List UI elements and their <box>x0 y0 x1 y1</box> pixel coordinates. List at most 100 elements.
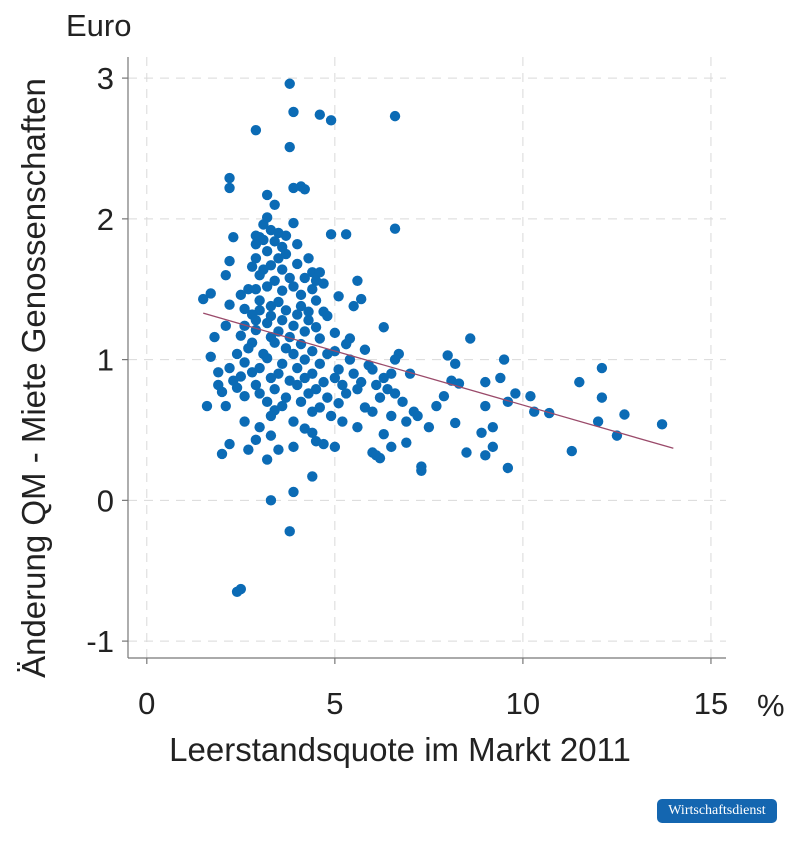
x-tick-label: 0 <box>138 686 155 721</box>
data-point <box>307 267 318 278</box>
data-point <box>284 272 295 284</box>
fit-line <box>203 312 674 449</box>
data-point <box>280 343 292 354</box>
data-point <box>265 410 277 422</box>
data-point <box>325 115 337 126</box>
data-point <box>261 317 273 329</box>
data-point <box>265 300 277 312</box>
data-point <box>261 189 273 201</box>
data-point <box>329 372 341 384</box>
data-point <box>243 284 254 295</box>
data-point <box>389 223 401 234</box>
data-point <box>378 372 389 384</box>
data-point <box>292 238 303 250</box>
data-point <box>480 400 491 412</box>
data-point <box>261 396 273 408</box>
x-axis-title: Leerstandsquote im Markt 2011 <box>169 731 631 768</box>
data-point <box>619 409 630 420</box>
data-point <box>592 416 604 427</box>
data-point <box>224 362 235 374</box>
data-point <box>239 416 250 427</box>
data-point <box>314 267 326 278</box>
data-point <box>498 354 510 365</box>
data-point <box>273 444 284 455</box>
data-point <box>325 410 337 422</box>
data-point <box>378 322 389 333</box>
data-point <box>401 416 412 427</box>
data-point <box>284 331 295 343</box>
data-point <box>318 438 329 450</box>
data-point <box>265 372 277 384</box>
data-point <box>239 357 250 368</box>
data-point <box>243 444 254 455</box>
x-tick-label: 15 <box>694 686 728 721</box>
data-point <box>314 333 326 344</box>
data-point <box>299 326 310 337</box>
data-point <box>292 379 303 391</box>
data-point <box>310 322 322 333</box>
data-point <box>250 379 262 391</box>
data-point <box>299 372 310 384</box>
data-point <box>367 364 378 375</box>
data-point <box>450 417 461 429</box>
wirtschaftsdienst-logo: Wirtschaftsdienst <box>657 799 777 823</box>
y-tick-label: 1 <box>97 343 114 378</box>
data-point <box>386 410 397 422</box>
data-point <box>487 421 499 433</box>
data-point <box>220 269 231 281</box>
data-point <box>450 358 461 370</box>
data-point <box>284 141 295 153</box>
data-point <box>412 410 423 422</box>
data-point <box>277 315 288 326</box>
data-point <box>250 253 262 264</box>
data-point <box>480 376 491 388</box>
data-point <box>205 351 216 362</box>
data-point <box>476 427 487 439</box>
data-point <box>277 264 288 275</box>
data-point <box>224 299 235 310</box>
data-point <box>378 429 389 440</box>
x-tick-label: 5 <box>326 686 343 721</box>
axes <box>122 57 726 664</box>
data-point <box>269 199 280 210</box>
data-point <box>329 441 341 453</box>
data-point <box>340 338 352 350</box>
data-point <box>510 388 521 399</box>
data-point <box>318 376 329 388</box>
data-point <box>656 419 668 430</box>
data-point <box>288 486 299 498</box>
data-point <box>235 330 247 341</box>
data-point <box>239 391 250 402</box>
data-point <box>596 392 608 403</box>
data-point <box>216 386 228 398</box>
data-point <box>367 406 378 417</box>
data-point <box>250 124 262 136</box>
data-point <box>250 315 262 326</box>
data-point <box>386 441 397 453</box>
data-point <box>502 462 514 474</box>
data-point <box>254 421 265 433</box>
data-point <box>307 427 318 439</box>
data-point <box>265 495 277 506</box>
x-tick-label: 10 <box>506 686 540 721</box>
data-point <box>254 269 265 281</box>
data-point <box>288 416 299 427</box>
data-point <box>299 272 310 284</box>
data-point <box>295 300 307 312</box>
data-point <box>307 471 318 482</box>
data-point <box>322 348 333 360</box>
data-point <box>243 343 254 354</box>
data-point <box>265 430 277 441</box>
data-point <box>307 284 318 295</box>
data-point <box>333 364 344 375</box>
data-point <box>280 392 292 403</box>
data-point <box>269 275 280 286</box>
data-point <box>348 368 359 379</box>
y-unit-label: Euro <box>66 8 131 43</box>
data-point <box>480 450 491 461</box>
data-point <box>299 354 310 365</box>
data-point <box>201 400 213 412</box>
data-point <box>303 253 314 264</box>
data-point <box>224 182 235 194</box>
